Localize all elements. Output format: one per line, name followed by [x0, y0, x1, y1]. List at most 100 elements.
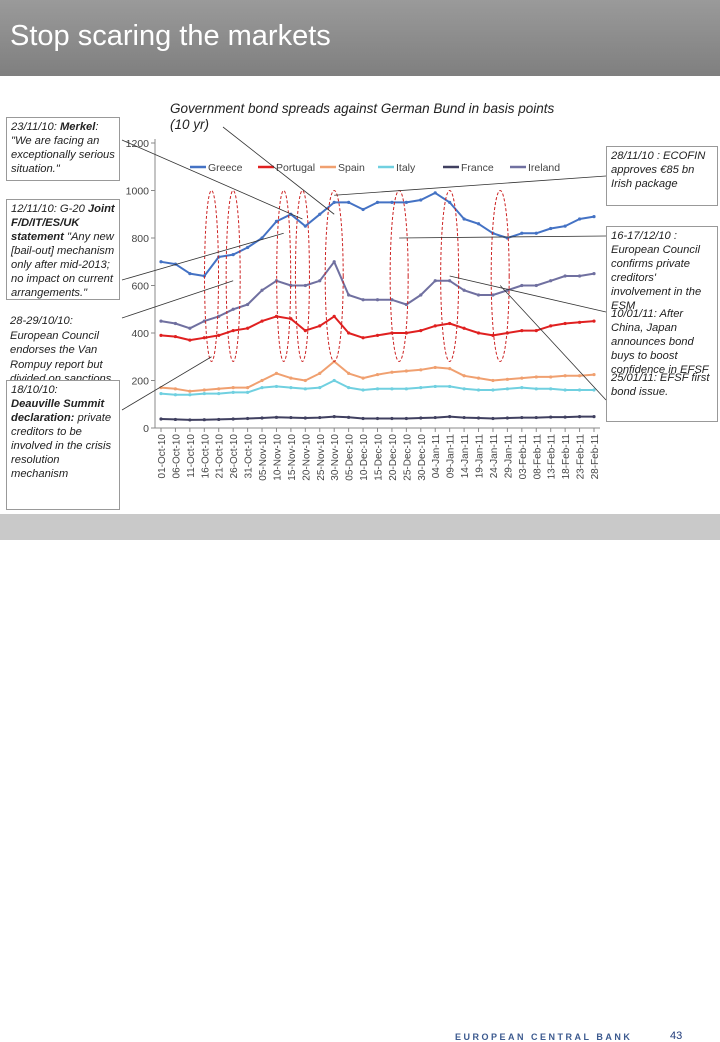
- data-point-ireland: [592, 272, 596, 276]
- event-ellipse: [294, 190, 310, 362]
- data-point-spain: [448, 367, 452, 371]
- data-point-italy: [390, 387, 394, 391]
- data-point-italy: [188, 393, 192, 397]
- data-point-portugal: [173, 334, 178, 339]
- x-tick-label: 06-Oct-10: [171, 434, 182, 479]
- data-point-greece: [534, 231, 538, 235]
- x-tick-label: 25-Nov-10: [316, 434, 327, 481]
- data-point-greece: [592, 215, 596, 219]
- annotation-merkel: 23/11/10: Merkel: "We are facing an exce…: [6, 117, 120, 181]
- event-ellipse: [389, 190, 409, 362]
- data-point-ireland: [476, 293, 481, 297]
- deauville-bold: Deauville Summit declaration:: [11, 398, 105, 424]
- data-point-france: [217, 417, 221, 422]
- data-point-portugal: [332, 314, 336, 318]
- data-point-portugal: [217, 333, 221, 337]
- data-point-ireland: [332, 260, 336, 264]
- x-tick-label: 28-Feb-11: [590, 434, 601, 480]
- data-point-greece: [246, 245, 250, 250]
- data-point-italy: [159, 391, 163, 396]
- event-japan-bond-buys: 10/01/11: After China, Japan announces b…: [611, 308, 709, 376]
- data-point-france: [563, 415, 567, 419]
- footer-bar: EUROPEAN CENTRAL BANK 43: [0, 514, 720, 1042]
- data-point-italy: [419, 386, 423, 390]
- data-point-ireland: [303, 283, 307, 288]
- data-point-france: [491, 416, 495, 421]
- x-tick-label: 09-Jan-11: [446, 434, 457, 479]
- data-point-portugal: [419, 329, 423, 333]
- x-tick-label: 30-Nov-10: [330, 434, 341, 481]
- data-point-greece: [260, 236, 264, 240]
- data-point-greece: [476, 222, 481, 226]
- data-point-spain: [505, 377, 509, 381]
- x-tick-label: 08-Feb-11: [532, 434, 543, 480]
- data-point-portugal: [202, 336, 206, 340]
- data-point-spain: [188, 389, 192, 393]
- event-efsf-first-issue: 25/01/11: EFSF first bond issue.: [611, 372, 710, 398]
- data-point-spain: [274, 371, 279, 375]
- data-point-portugal: [159, 333, 163, 337]
- data-point-france: [448, 415, 452, 419]
- x-tick-label: 23-Feb-11: [576, 434, 587, 480]
- event-ellipse: [324, 190, 344, 362]
- data-point-portugal: [318, 324, 322, 328]
- page-title: Stop scaring the markets: [10, 20, 331, 52]
- data-point-italy: [246, 390, 250, 394]
- data-point-greece: [231, 253, 235, 257]
- data-point-ireland: [246, 302, 250, 307]
- page-number: 43: [670, 1030, 683, 1042]
- data-point-portugal: [260, 319, 264, 323]
- data-point-france: [188, 418, 192, 422]
- y-tick-label: 600: [131, 281, 149, 293]
- data-point-italy: [462, 387, 466, 391]
- annotation-deauville: 18/10/10: Deauville Summit declaration: …: [6, 380, 120, 510]
- data-point-greece: [433, 191, 437, 195]
- legend-label: Portugal: [276, 162, 315, 174]
- data-point-italy: [577, 388, 582, 392]
- x-tick-label: 16-Oct-10: [200, 434, 211, 479]
- legend-label: Italy: [396, 162, 416, 174]
- data-point-greece: [159, 260, 163, 264]
- data-point-italy: [491, 388, 495, 392]
- x-tick-label: 10-Nov-10: [272, 434, 283, 481]
- data-point-spain: [592, 372, 596, 377]
- event-ellipse: [225, 190, 241, 362]
- data-point-france: [303, 416, 307, 420]
- y-tick-label: 1200: [126, 138, 150, 150]
- data-point-greece: [303, 224, 307, 228]
- data-point-france: [231, 417, 235, 421]
- data-point-spain: [318, 371, 322, 375]
- data-point-ireland: [433, 279, 437, 283]
- data-point-ireland: [260, 288, 264, 292]
- x-tick-label: 19-Jan-11: [475, 434, 486, 479]
- data-point-greece: [347, 200, 351, 204]
- data-point-ireland: [173, 321, 178, 326]
- data-point-italy: [361, 388, 365, 392]
- data-point-france: [202, 418, 206, 422]
- x-tick-label: 26-Oct-10: [229, 434, 240, 479]
- y-tick-label: 800: [131, 233, 149, 245]
- data-point-ireland: [202, 319, 206, 323]
- data-point-france: [332, 415, 336, 419]
- data-point-france: [476, 416, 481, 420]
- annotation-pointer: [121, 356, 212, 411]
- data-point-italy: [173, 393, 178, 397]
- event-ellipse: [490, 190, 510, 362]
- annotation-pointer: [449, 275, 607, 313]
- data-point-greece: [361, 207, 365, 212]
- data-point-ireland: [347, 293, 351, 297]
- data-point-italy: [476, 388, 481, 392]
- data-point-italy: [520, 386, 524, 390]
- data-point-spain: [549, 375, 553, 379]
- legend-label: Ireland: [528, 162, 560, 174]
- data-point-greece: [549, 226, 553, 231]
- data-point-greece: [404, 200, 408, 204]
- x-tick-label: 20-Dec-10: [388, 434, 399, 481]
- data-point-italy: [549, 387, 553, 391]
- annotation-pointer: [334, 175, 607, 196]
- data-point-greece: [274, 219, 279, 223]
- data-point-portugal: [476, 331, 481, 335]
- x-tick-label: 31-Oct-10: [244, 434, 255, 479]
- data-point-spain: [361, 376, 365, 380]
- data-point-spain: [173, 387, 178, 391]
